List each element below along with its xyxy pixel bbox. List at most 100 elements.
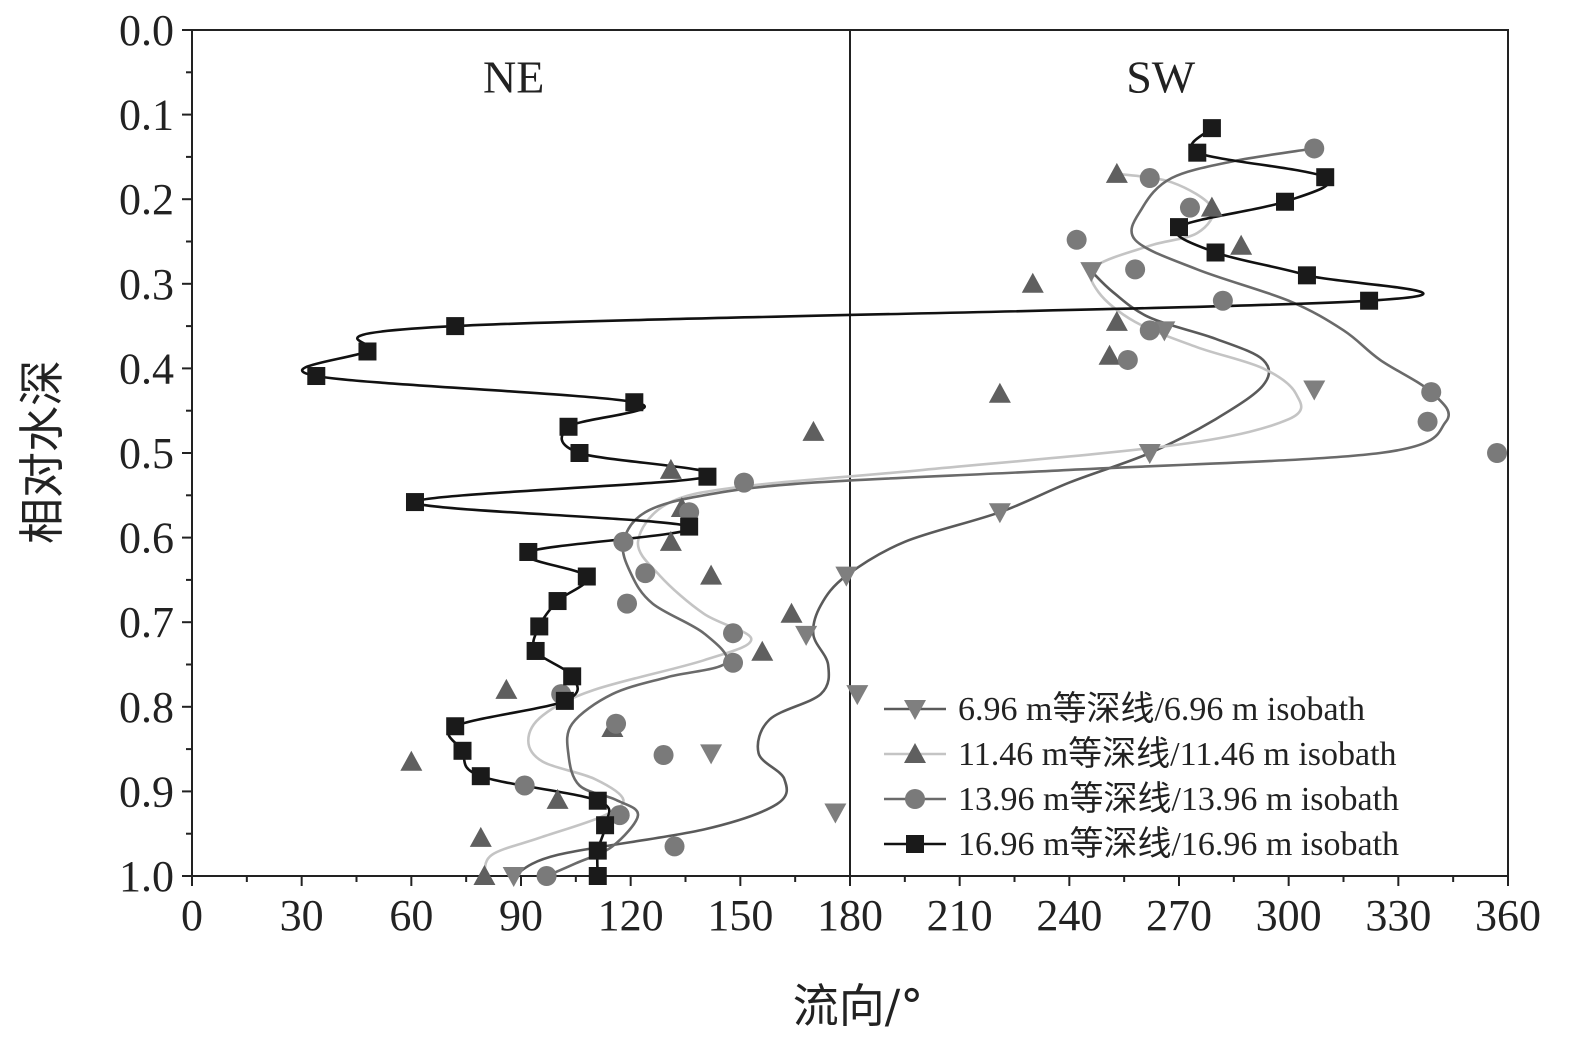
- y-tick-label: 0.7: [119, 598, 174, 647]
- series-4-point: [1316, 168, 1335, 187]
- series-1-point: [700, 744, 723, 765]
- series-2-point: [1200, 196, 1223, 217]
- series-1-point: [1080, 262, 1103, 283]
- series-3-point: [1487, 443, 1508, 463]
- series-4-point: [1276, 192, 1295, 211]
- x-tick-label: 180: [817, 891, 883, 940]
- y-tick-label: 0.3: [119, 260, 174, 309]
- series-4-point: [1206, 243, 1225, 262]
- legend-marker-2: [904, 743, 926, 763]
- x-tick-label: 300: [1256, 891, 1322, 940]
- legend-label-1: 6.96 m等深线/6.96 m isobath: [958, 690, 1365, 728]
- region-label-sw: SW: [1126, 52, 1196, 103]
- series-3-point: [1304, 138, 1325, 159]
- series-3-point: [635, 563, 656, 584]
- series-1-point: [988, 503, 1011, 524]
- series-4-point: [588, 867, 607, 885]
- series-4-point: [563, 667, 582, 686]
- series-3-point: [1421, 382, 1442, 403]
- series-2-point: [469, 826, 492, 847]
- x-tick-label: 0: [181, 891, 203, 940]
- series-1-point: [1138, 444, 1161, 464]
- series-3-point: [536, 866, 557, 886]
- y-axis-title: 相对水深: [15, 360, 69, 544]
- series-1-point: [824, 803, 847, 824]
- series-3-point: [1125, 259, 1146, 280]
- series-4-point: [519, 542, 538, 561]
- x-axis-ticks: 0 30 60 90 120 150 180 210 240 270 300 330 360: [181, 876, 1541, 940]
- series-4-point: [530, 617, 549, 636]
- series-4-point: [453, 741, 472, 760]
- series-2-point: [1105, 162, 1128, 183]
- series-2-point: [751, 640, 774, 661]
- series-4-point: [555, 691, 574, 710]
- series-1-point: [795, 625, 818, 646]
- series-1-point: [1303, 380, 1326, 401]
- series-4-point: [526, 641, 545, 660]
- series-3-point: [1066, 229, 1087, 250]
- series-4-point: [358, 342, 377, 361]
- x-tick-label: 360: [1475, 891, 1541, 940]
- series-2-point: [802, 420, 825, 441]
- series-4-point: [1202, 119, 1221, 138]
- series-3-point: [606, 713, 627, 734]
- chart-legend: 6.96 m等深线/6.96 m isobath 11.46 m等深线/11.46…: [884, 690, 1399, 863]
- series-4-point: [588, 841, 607, 860]
- series-4-point: [471, 767, 490, 786]
- y-tick-label: 0.9: [119, 767, 174, 816]
- series-2-point: [1230, 234, 1253, 255]
- series-4-point: [548, 592, 567, 611]
- series-4-point: [405, 493, 424, 512]
- series-2-point: [1098, 344, 1121, 365]
- y-tick-label: 0.0: [119, 6, 174, 55]
- x-tick-label: 90: [499, 891, 543, 940]
- x-tick-label: 270: [1146, 891, 1212, 940]
- legend-marker-1: [904, 700, 926, 720]
- series-3-point: [1139, 168, 1160, 189]
- series-3-point: [617, 593, 638, 614]
- y-tick-label: 0.5: [119, 429, 174, 478]
- x-tick-label: 150: [707, 891, 773, 940]
- series-2-point: [546, 788, 569, 809]
- region-annotations: NE SW: [483, 52, 1196, 103]
- series-2-point: [1105, 310, 1128, 331]
- series-1-point: [835, 566, 858, 587]
- series-3-point: [733, 472, 754, 493]
- series-3-point: [723, 623, 744, 644]
- series-4-point: [596, 816, 615, 835]
- series-line-3: [546, 147, 1451, 878]
- series-4-point: [446, 317, 465, 336]
- series-4-point: [570, 444, 589, 462]
- series-2-point: [473, 865, 496, 885]
- series-4-point: [698, 467, 717, 486]
- y-tick-label: 0.6: [119, 514, 174, 563]
- series-3-point: [1212, 290, 1233, 311]
- x-tick-label: 30: [280, 891, 324, 940]
- series-4-point: [307, 367, 326, 386]
- series-4-point: [1297, 266, 1316, 285]
- series-1-point: [846, 685, 869, 706]
- y-tick-label: 0.8: [119, 683, 174, 732]
- series-4-point: [1170, 218, 1188, 237]
- series-1-point: [502, 867, 525, 887]
- region-label-ne: NE: [483, 52, 544, 103]
- legend-label-2: 11.46 m等深线/11.46 m isobath: [958, 735, 1397, 773]
- series-4-point: [446, 717, 465, 736]
- series-4-point: [577, 567, 596, 586]
- series-3-point: [1139, 320, 1160, 341]
- x-tick-label: 210: [927, 891, 993, 940]
- series-4-point: [588, 791, 607, 810]
- series-3-point: [1179, 197, 1200, 218]
- x-tick-label: 330: [1365, 891, 1431, 940]
- series-4-point: [680, 517, 699, 536]
- series-2-point: [495, 678, 518, 699]
- series-2-point: [700, 564, 723, 585]
- series-4-point: [1188, 143, 1207, 162]
- series-2-point: [1021, 272, 1044, 293]
- series-2-point: [988, 382, 1011, 403]
- series-3-point: [723, 652, 744, 673]
- series-3-point: [613, 531, 634, 552]
- series-4-point: [1360, 291, 1379, 310]
- series-2-point: [659, 458, 682, 479]
- x-tick-label: 120: [598, 891, 664, 940]
